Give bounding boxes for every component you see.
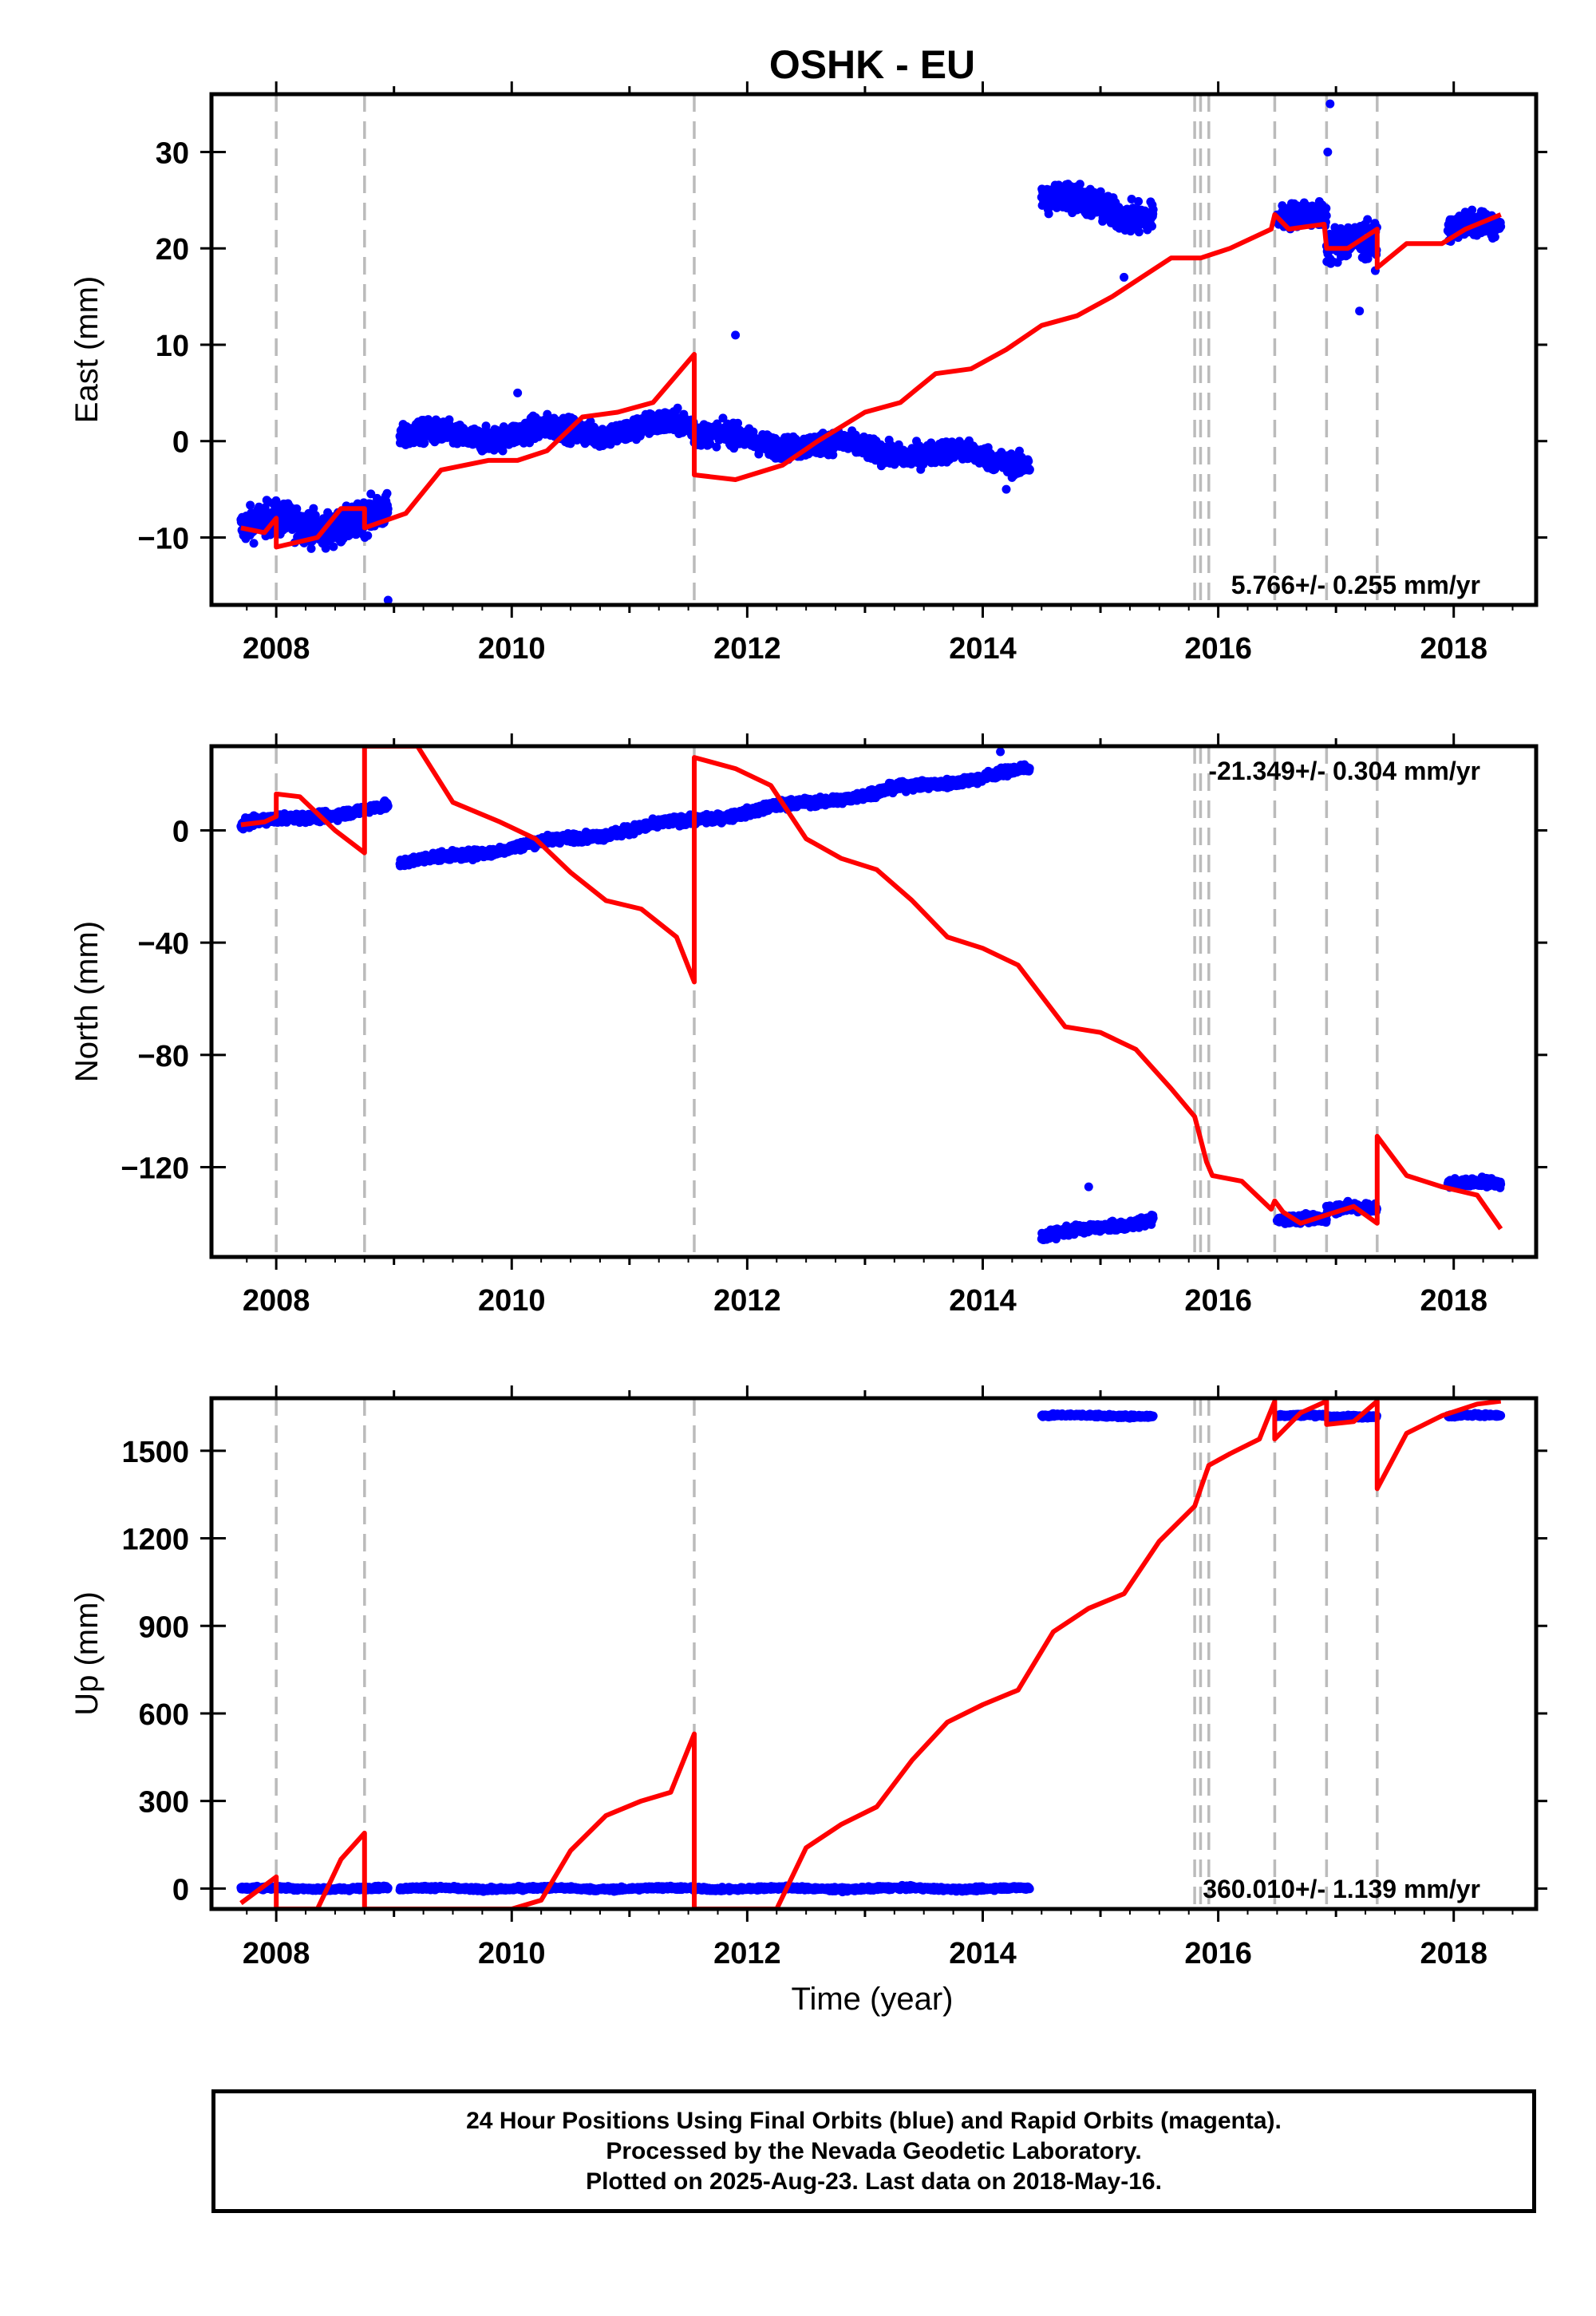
data-point bbox=[712, 442, 721, 452]
data-point bbox=[249, 539, 259, 548]
model-line-east bbox=[240, 211, 1502, 550]
data-point bbox=[1134, 196, 1144, 206]
data-point bbox=[382, 488, 392, 498]
y-tick-label: 10 bbox=[156, 330, 189, 363]
y-tick-label: −10 bbox=[138, 522, 189, 555]
data-point-outlier bbox=[1120, 272, 1129, 282]
data-point bbox=[1025, 464, 1034, 474]
y-tick-label: 0 bbox=[172, 426, 189, 460]
plot-frame-east bbox=[209, 92, 1539, 607]
y-tick-label: 30 bbox=[156, 136, 189, 170]
data-point bbox=[1363, 254, 1373, 263]
data-point bbox=[383, 801, 393, 811]
data-point bbox=[363, 531, 373, 540]
data-point bbox=[1134, 227, 1144, 237]
data-point-outlier bbox=[383, 595, 393, 605]
velocity-rate-east: 5.766+/- 0.255 mm/yr bbox=[1231, 571, 1480, 599]
data-point bbox=[1468, 205, 1477, 215]
panel-east: −10 0 10 20 30 2008 2010 2012 2014 2016 2018 East (… bbox=[69, 81, 1547, 666]
data-point bbox=[543, 409, 552, 419]
x-tick-label: 2010 bbox=[478, 632, 546, 666]
data-point bbox=[420, 438, 429, 448]
y-tick-label: 20 bbox=[156, 233, 189, 267]
chart-title: OSHK - EU bbox=[769, 42, 975, 87]
data-point bbox=[566, 439, 575, 449]
data-point-outlier bbox=[731, 330, 741, 340]
data-point bbox=[1496, 222, 1506, 231]
panels-group: −10 0 10 20 30 2008 2010 2012 2014 2016 2018 East (… bbox=[69, 81, 1547, 1970]
data-point bbox=[1148, 221, 1157, 231]
data-point bbox=[1024, 456, 1033, 466]
data-point bbox=[828, 450, 838, 460]
data-point-outlier bbox=[1355, 306, 1365, 316]
data-point bbox=[1075, 180, 1084, 189]
data-point bbox=[673, 403, 682, 413]
data-point bbox=[498, 446, 508, 456]
data-point bbox=[292, 504, 302, 513]
data-point bbox=[1321, 211, 1331, 220]
data-point bbox=[246, 500, 255, 510]
x-tick-label: 2012 bbox=[713, 632, 781, 666]
data-point bbox=[1127, 194, 1136, 204]
data-point bbox=[321, 543, 330, 553]
x-tick-label: 2008 bbox=[243, 632, 310, 666]
data-point-outlier bbox=[513, 388, 523, 397]
x-tick-label: 2018 bbox=[1420, 632, 1487, 666]
data-points-east bbox=[236, 99, 1506, 605]
data-point bbox=[1363, 215, 1373, 224]
data-point-outlier bbox=[1323, 147, 1333, 156]
data-points-north bbox=[236, 747, 1506, 1244]
y-axis-label-east: East (mm) bbox=[69, 276, 105, 423]
data-point bbox=[366, 489, 376, 499]
x-tick-label: 2016 bbox=[1184, 632, 1252, 666]
data-point bbox=[1490, 232, 1499, 242]
data-point bbox=[1321, 204, 1331, 213]
data-point bbox=[383, 504, 393, 514]
data-point bbox=[310, 511, 320, 520]
data-point-outlier bbox=[1001, 484, 1011, 494]
data-point-outlier bbox=[1325, 99, 1335, 109]
data-point bbox=[1148, 205, 1158, 215]
data-point bbox=[1044, 209, 1053, 219]
data-point bbox=[733, 418, 743, 428]
data-point bbox=[271, 496, 281, 505]
data-point bbox=[481, 421, 491, 431]
x-tick-label: 2014 bbox=[949, 632, 1017, 666]
data-point bbox=[309, 504, 318, 513]
data-point bbox=[329, 542, 338, 551]
data-point bbox=[306, 543, 316, 553]
